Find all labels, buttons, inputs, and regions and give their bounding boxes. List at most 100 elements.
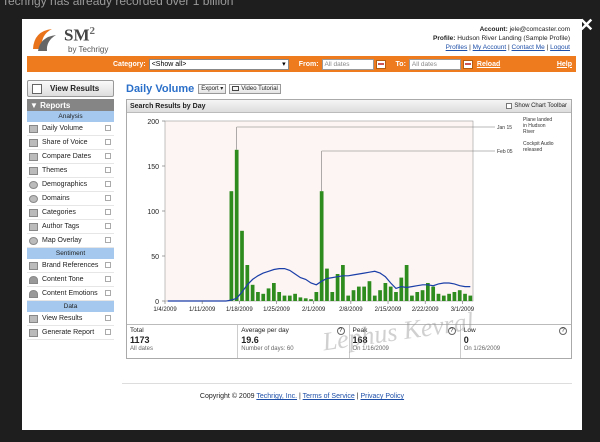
sidebar-item-generate-report[interactable]: Generate Report (27, 326, 114, 340)
sidebar-item-daily-volume[interactable]: Daily Volume (27, 122, 114, 136)
bar (436, 293, 441, 301)
open-icon[interactable] (105, 237, 111, 243)
my-account-link[interactable]: My Account (472, 44, 507, 51)
heart-icon (29, 275, 38, 284)
bar (447, 293, 451, 301)
bar (431, 286, 436, 301)
sidebar-item-domains[interactable]: Domains (27, 192, 114, 206)
to-calendar-icon[interactable] (462, 59, 473, 69)
sidebar-item-themes[interactable]: Themes (27, 164, 114, 178)
sidebar-item-brand-references[interactable]: Brand References (27, 259, 114, 273)
sidebar-item-view-results[interactable]: View Results (27, 312, 114, 326)
contact-link[interactable]: Contact Me (511, 44, 545, 51)
open-icon[interactable] (105, 153, 111, 159)
section-sentiment: Sentiment (27, 248, 114, 259)
help-icon[interactable]: ? (559, 327, 567, 335)
bar (378, 290, 382, 301)
reports-header[interactable]: ▼ Reports (27, 99, 114, 111)
profiles-link[interactable]: Profiles (445, 44, 468, 51)
logout-link[interactable]: Logout (550, 44, 570, 51)
themes-icon (29, 166, 38, 175)
open-icon[interactable] (105, 139, 111, 145)
help-link[interactable]: Help (556, 60, 572, 68)
sidebar-item-map-overlay[interactable]: Map Overlay (27, 234, 114, 248)
sidebar-item-label: Share of Voice (42, 139, 88, 146)
stat-value: 0 (463, 335, 469, 345)
reload-link[interactable]: Reload (476, 60, 501, 68)
category-select-value: <Show all> (151, 60, 187, 68)
bar (420, 290, 425, 301)
x-tick-label: 2/15/2009 (375, 307, 402, 313)
sidebar-item-demographics[interactable]: Demographics (27, 178, 114, 192)
view-results-button[interactable]: View Results (27, 80, 114, 97)
tag-icon (29, 222, 38, 231)
view-results-label: View Results (50, 84, 100, 93)
sidebar-item-categories[interactable]: Categories (27, 206, 114, 220)
open-icon[interactable] (105, 276, 111, 282)
sidebar-item-compare-dates[interactable]: Compare Dates (27, 150, 114, 164)
copyright-text: Copyright © 2009 (199, 393, 255, 400)
open-icon[interactable] (105, 262, 111, 268)
sidebar-item-share-of-voice[interactable]: Share of Voice (27, 136, 114, 150)
sidebar-item-label: Content Emotions (42, 290, 98, 297)
footer-divider (122, 383, 572, 384)
sidebar-item-content-emotions[interactable]: Content Emotions (27, 287, 114, 301)
category-label: Category: (113, 60, 146, 68)
stat-value: 19.6 (241, 335, 259, 345)
y-tick-label: 50 (151, 254, 159, 261)
from-date-input[interactable]: All dates (321, 58, 374, 70)
account-label: Account: (479, 26, 508, 33)
sidebar-item-label: Generate Report (42, 329, 95, 336)
privacy-link[interactable]: Privacy Policy (360, 393, 405, 400)
to-label: To: (395, 60, 406, 68)
close-icon[interactable]: ✕ (578, 15, 594, 35)
account-value: jele@comcaster.com (509, 26, 570, 33)
bar (298, 297, 303, 301)
from-calendar-icon[interactable] (375, 59, 386, 69)
annotation-date: Feb 05 (497, 149, 513, 155)
annotation-text: Cockpit Audio released (523, 141, 554, 153)
x-tick-label: 1/4/2009 (153, 307, 177, 313)
stat-value: 1173 (130, 335, 150, 345)
stat-sub: On 1/26/2009 (463, 346, 501, 352)
bar (277, 292, 282, 301)
bar (256, 292, 260, 301)
open-icon[interactable] (105, 223, 111, 229)
open-icon[interactable] (105, 209, 111, 215)
stat-sub: Number of days: 60 (241, 346, 294, 352)
sidebar-item-author-tags[interactable]: Author Tags (27, 220, 114, 234)
open-icon[interactable] (105, 315, 111, 321)
report-icon (29, 328, 38, 337)
bar (367, 281, 372, 301)
annotation-text: Plane landed in Hudson River (523, 117, 552, 135)
help-icon[interactable]: ? (447, 327, 456, 335)
from-label: From: (298, 60, 319, 68)
company-link[interactable]: Techrigy, Inc. (256, 393, 298, 400)
bar (250, 284, 255, 301)
category-select[interactable]: <Show all> ▾ (148, 58, 289, 70)
stats-row: Total 1173 All dates ? Average per day 1… (127, 324, 571, 358)
open-icon[interactable] (105, 167, 111, 173)
open-icon[interactable] (105, 290, 111, 296)
terms-link[interactable]: Terms of Service (302, 393, 355, 400)
results-icon (29, 314, 38, 323)
main-content: Daily Volume Export ▾ Video Tutorial Sea… (126, 80, 573, 359)
bar (234, 149, 239, 301)
open-icon[interactable] (105, 125, 111, 131)
show-chart-toolbar-toggle[interactable]: Show Chart Toolbar (506, 103, 567, 109)
to-date-input[interactable]: All dates (408, 58, 461, 70)
open-icon[interactable] (105, 181, 111, 187)
help-icon[interactable]: ? (336, 327, 345, 335)
logo-byline: by Techrigy (68, 45, 109, 54)
daily-volume-chart: 0 50 100 150 200 Jan 15 Feb 05 Plane landed in H… (147, 117, 554, 313)
bar (287, 295, 292, 301)
bar (303, 298, 308, 301)
export-button[interactable]: Export ▾ (198, 83, 227, 94)
open-icon[interactable] (105, 329, 111, 335)
x-tick-label: 1/25/2009 (263, 307, 290, 313)
sidebar-item-content-tone[interactable]: Content Tone (27, 273, 114, 287)
video-tutorial-button[interactable]: Video Tutorial (229, 83, 281, 94)
checkbox-icon[interactable] (506, 103, 513, 109)
bar (410, 295, 414, 301)
open-icon[interactable] (105, 195, 111, 201)
